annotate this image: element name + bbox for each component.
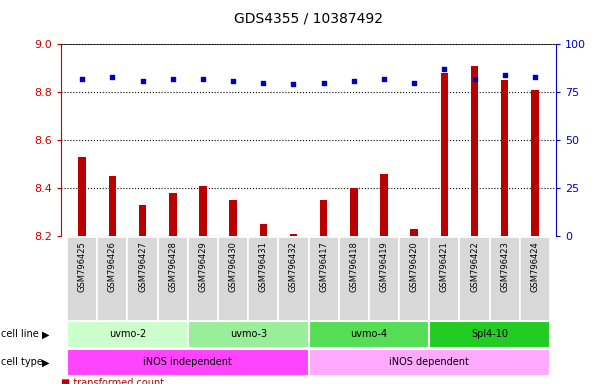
Text: GSM796418: GSM796418 (349, 241, 358, 292)
Text: GDS4355 / 10387492: GDS4355 / 10387492 (234, 12, 383, 25)
Point (530, 74, 540, 80)
FancyBboxPatch shape (399, 237, 430, 321)
Text: GSM796428: GSM796428 (168, 241, 177, 292)
FancyBboxPatch shape (338, 237, 369, 321)
Text: GSM796420: GSM796420 (410, 241, 419, 292)
Text: Spl4-10: Spl4-10 (471, 329, 508, 339)
FancyBboxPatch shape (188, 321, 309, 348)
Point (319, 79, 329, 86)
Bar (109, 176, 116, 236)
Bar (260, 224, 267, 236)
Text: GSM796424: GSM796424 (530, 241, 540, 292)
Text: uvmo-3: uvmo-3 (230, 329, 267, 339)
Point (198, 76, 208, 82)
Point (439, 66, 449, 72)
Text: iNOS independent: iNOS independent (144, 358, 232, 367)
Text: uvmo-2: uvmo-2 (109, 329, 146, 339)
Point (229, 78, 238, 84)
FancyBboxPatch shape (520, 237, 550, 321)
Text: GSM796423: GSM796423 (500, 241, 509, 292)
Text: GSM796422: GSM796422 (470, 241, 479, 292)
FancyBboxPatch shape (430, 321, 550, 348)
Text: GSM796427: GSM796427 (138, 241, 147, 292)
FancyBboxPatch shape (309, 237, 338, 321)
Text: GSM796426: GSM796426 (108, 241, 117, 292)
Point (288, 81, 298, 88)
Text: cell line: cell line (1, 329, 39, 339)
Bar (411, 229, 418, 236)
Text: GSM796429: GSM796429 (199, 241, 207, 292)
Text: ▶: ▶ (42, 329, 49, 339)
FancyBboxPatch shape (489, 237, 520, 321)
FancyBboxPatch shape (248, 237, 279, 321)
Bar (139, 205, 147, 236)
Bar (470, 66, 478, 236)
Bar (78, 157, 86, 236)
Text: uvmo-4: uvmo-4 (350, 329, 387, 339)
Point (379, 76, 389, 82)
FancyBboxPatch shape (309, 321, 430, 348)
Text: GSM796431: GSM796431 (259, 241, 268, 292)
Bar (229, 200, 237, 236)
Bar (380, 174, 388, 236)
FancyBboxPatch shape (158, 237, 188, 321)
FancyBboxPatch shape (67, 237, 97, 321)
Point (500, 72, 510, 78)
Text: GSM796419: GSM796419 (379, 241, 389, 292)
Text: ▶: ▶ (42, 358, 49, 367)
Point (349, 78, 359, 84)
Point (258, 79, 268, 86)
Text: iNOS dependent: iNOS dependent (389, 358, 469, 367)
Text: GSM796421: GSM796421 (440, 241, 449, 292)
Text: ■ transformed count: ■ transformed count (61, 378, 164, 384)
Text: cell type: cell type (1, 358, 43, 367)
FancyBboxPatch shape (279, 237, 309, 321)
Point (168, 76, 178, 82)
Point (137, 78, 147, 84)
Text: GSM796432: GSM796432 (289, 241, 298, 292)
FancyBboxPatch shape (67, 321, 188, 348)
Point (108, 74, 117, 80)
FancyBboxPatch shape (188, 237, 218, 321)
FancyBboxPatch shape (369, 237, 399, 321)
Point (409, 79, 419, 86)
Bar (320, 200, 327, 236)
Bar (441, 73, 448, 236)
FancyBboxPatch shape (67, 349, 309, 376)
Bar (290, 234, 297, 236)
FancyBboxPatch shape (218, 237, 248, 321)
Bar (350, 188, 357, 236)
Text: GSM796425: GSM796425 (78, 241, 87, 292)
Bar (531, 90, 539, 236)
FancyBboxPatch shape (309, 349, 550, 376)
Text: GSM796430: GSM796430 (229, 241, 238, 292)
Point (78, 76, 87, 82)
Text: GSM796417: GSM796417 (319, 241, 328, 292)
Bar (199, 186, 207, 236)
Bar (169, 193, 177, 236)
FancyBboxPatch shape (97, 237, 128, 321)
FancyBboxPatch shape (459, 237, 489, 321)
FancyBboxPatch shape (128, 237, 158, 321)
Bar (501, 80, 508, 236)
Point (470, 76, 480, 82)
FancyBboxPatch shape (430, 237, 459, 321)
